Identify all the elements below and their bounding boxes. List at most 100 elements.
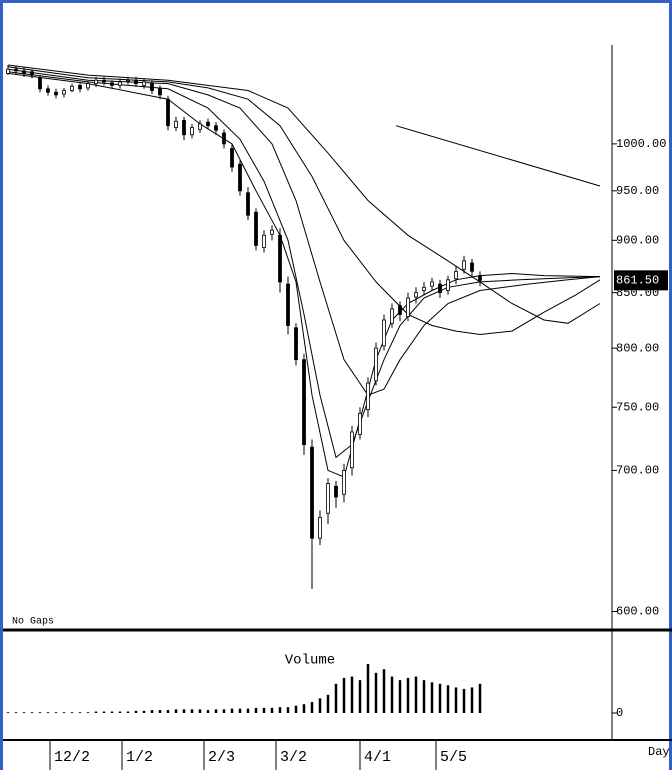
volume-bar (358, 680, 362, 713)
last-price-box (614, 270, 668, 291)
volume-bar (174, 709, 178, 713)
volume-bar (206, 710, 210, 713)
volume-bar (470, 687, 474, 713)
volume-bar (142, 710, 146, 713)
volume-bar (318, 698, 322, 713)
candle-body (342, 469, 346, 495)
candle-body (470, 262, 474, 272)
volume-bar (134, 710, 138, 713)
y-tick-label: 800.00 (616, 341, 659, 355)
volume-bar (70, 712, 74, 714)
volume-bar (246, 708, 250, 713)
y-tick-label: 700.00 (616, 464, 659, 478)
volume-bar (438, 683, 442, 713)
moving-average-line (7, 66, 601, 336)
volume-bar (166, 710, 170, 713)
candle-body (166, 98, 170, 127)
volume-bar (310, 702, 314, 713)
candle-body (358, 412, 362, 435)
volume-bar (94, 711, 98, 713)
candle-body (310, 446, 314, 539)
volume-bar (158, 710, 162, 713)
no-gaps-label: No Gaps (12, 617, 54, 628)
x-tick-label: 12/2 (54, 749, 90, 766)
candle-body (406, 297, 410, 318)
volume-bar (102, 711, 106, 713)
volume-bar (262, 707, 266, 713)
volume-bar (302, 704, 306, 713)
y-tick-label: 900.00 (616, 233, 659, 247)
candle-body (238, 163, 242, 192)
candle-body (198, 123, 202, 130)
volume-bar (30, 712, 34, 714)
volume-bar (270, 707, 274, 713)
volume-bar (86, 712, 90, 714)
y-tick-label: 750.00 (616, 400, 659, 414)
volume-bar (390, 676, 394, 713)
candle-body (430, 281, 434, 287)
volume-bar (78, 712, 82, 714)
volume-bar (398, 680, 402, 713)
volume-title: Volume (285, 653, 335, 669)
candle-body (30, 71, 34, 76)
volume-bar (198, 709, 202, 713)
candle-body (414, 292, 418, 298)
candle-body (38, 77, 42, 90)
volume-bar (238, 708, 242, 713)
candle-body (22, 70, 26, 74)
candle-body (14, 68, 18, 72)
candle-body (254, 211, 258, 246)
candle-body (110, 82, 114, 86)
candle-body (398, 305, 402, 315)
candle-body (62, 90, 66, 95)
candle-body (302, 359, 306, 445)
candle-body (150, 83, 154, 91)
candle-body (326, 483, 330, 514)
candle-body (78, 84, 82, 90)
candle-body (222, 132, 226, 145)
volume-bar (366, 664, 370, 713)
volume-bar (406, 677, 410, 713)
candle-body (262, 234, 266, 248)
candle-body (94, 79, 98, 85)
candle-body (446, 279, 450, 291)
candle-body (126, 79, 130, 82)
x-tick-label: 3/2 (280, 749, 307, 766)
x-tick-label: 2/3 (208, 749, 235, 766)
candle-body (350, 431, 354, 469)
candle-body (286, 283, 290, 326)
candle-body (54, 91, 58, 96)
y-tick-label: 950.00 (616, 184, 659, 198)
candle-body (214, 125, 218, 131)
candle-body (70, 85, 74, 91)
volume-bar (414, 676, 418, 713)
candle-body (6, 68, 10, 74)
x-tick-label: 1/2 (126, 749, 153, 766)
candle-body (206, 121, 210, 127)
volume-bar (446, 685, 450, 713)
volume-bar (230, 708, 234, 713)
candle-body (318, 516, 322, 539)
candle-body (230, 148, 234, 168)
volume-bar (334, 683, 338, 713)
volume-bar (22, 712, 26, 714)
candle-body (134, 79, 138, 85)
last-price-label: 861.50 (616, 274, 659, 288)
volume-bar (478, 683, 482, 713)
candle-body (86, 83, 90, 89)
moving-average-line (7, 68, 601, 396)
moving-average-line (395, 125, 601, 187)
volume-bar (62, 712, 66, 714)
volume-bar (222, 709, 226, 713)
y-tick-label: 1000.00 (616, 137, 666, 151)
x-unit-label: Day (648, 745, 670, 759)
candle-body (190, 127, 194, 136)
candle-body (422, 286, 426, 291)
volume-bar (342, 677, 346, 713)
candle-body (158, 88, 162, 96)
volume-bar (462, 688, 466, 713)
candle-body (438, 283, 442, 294)
